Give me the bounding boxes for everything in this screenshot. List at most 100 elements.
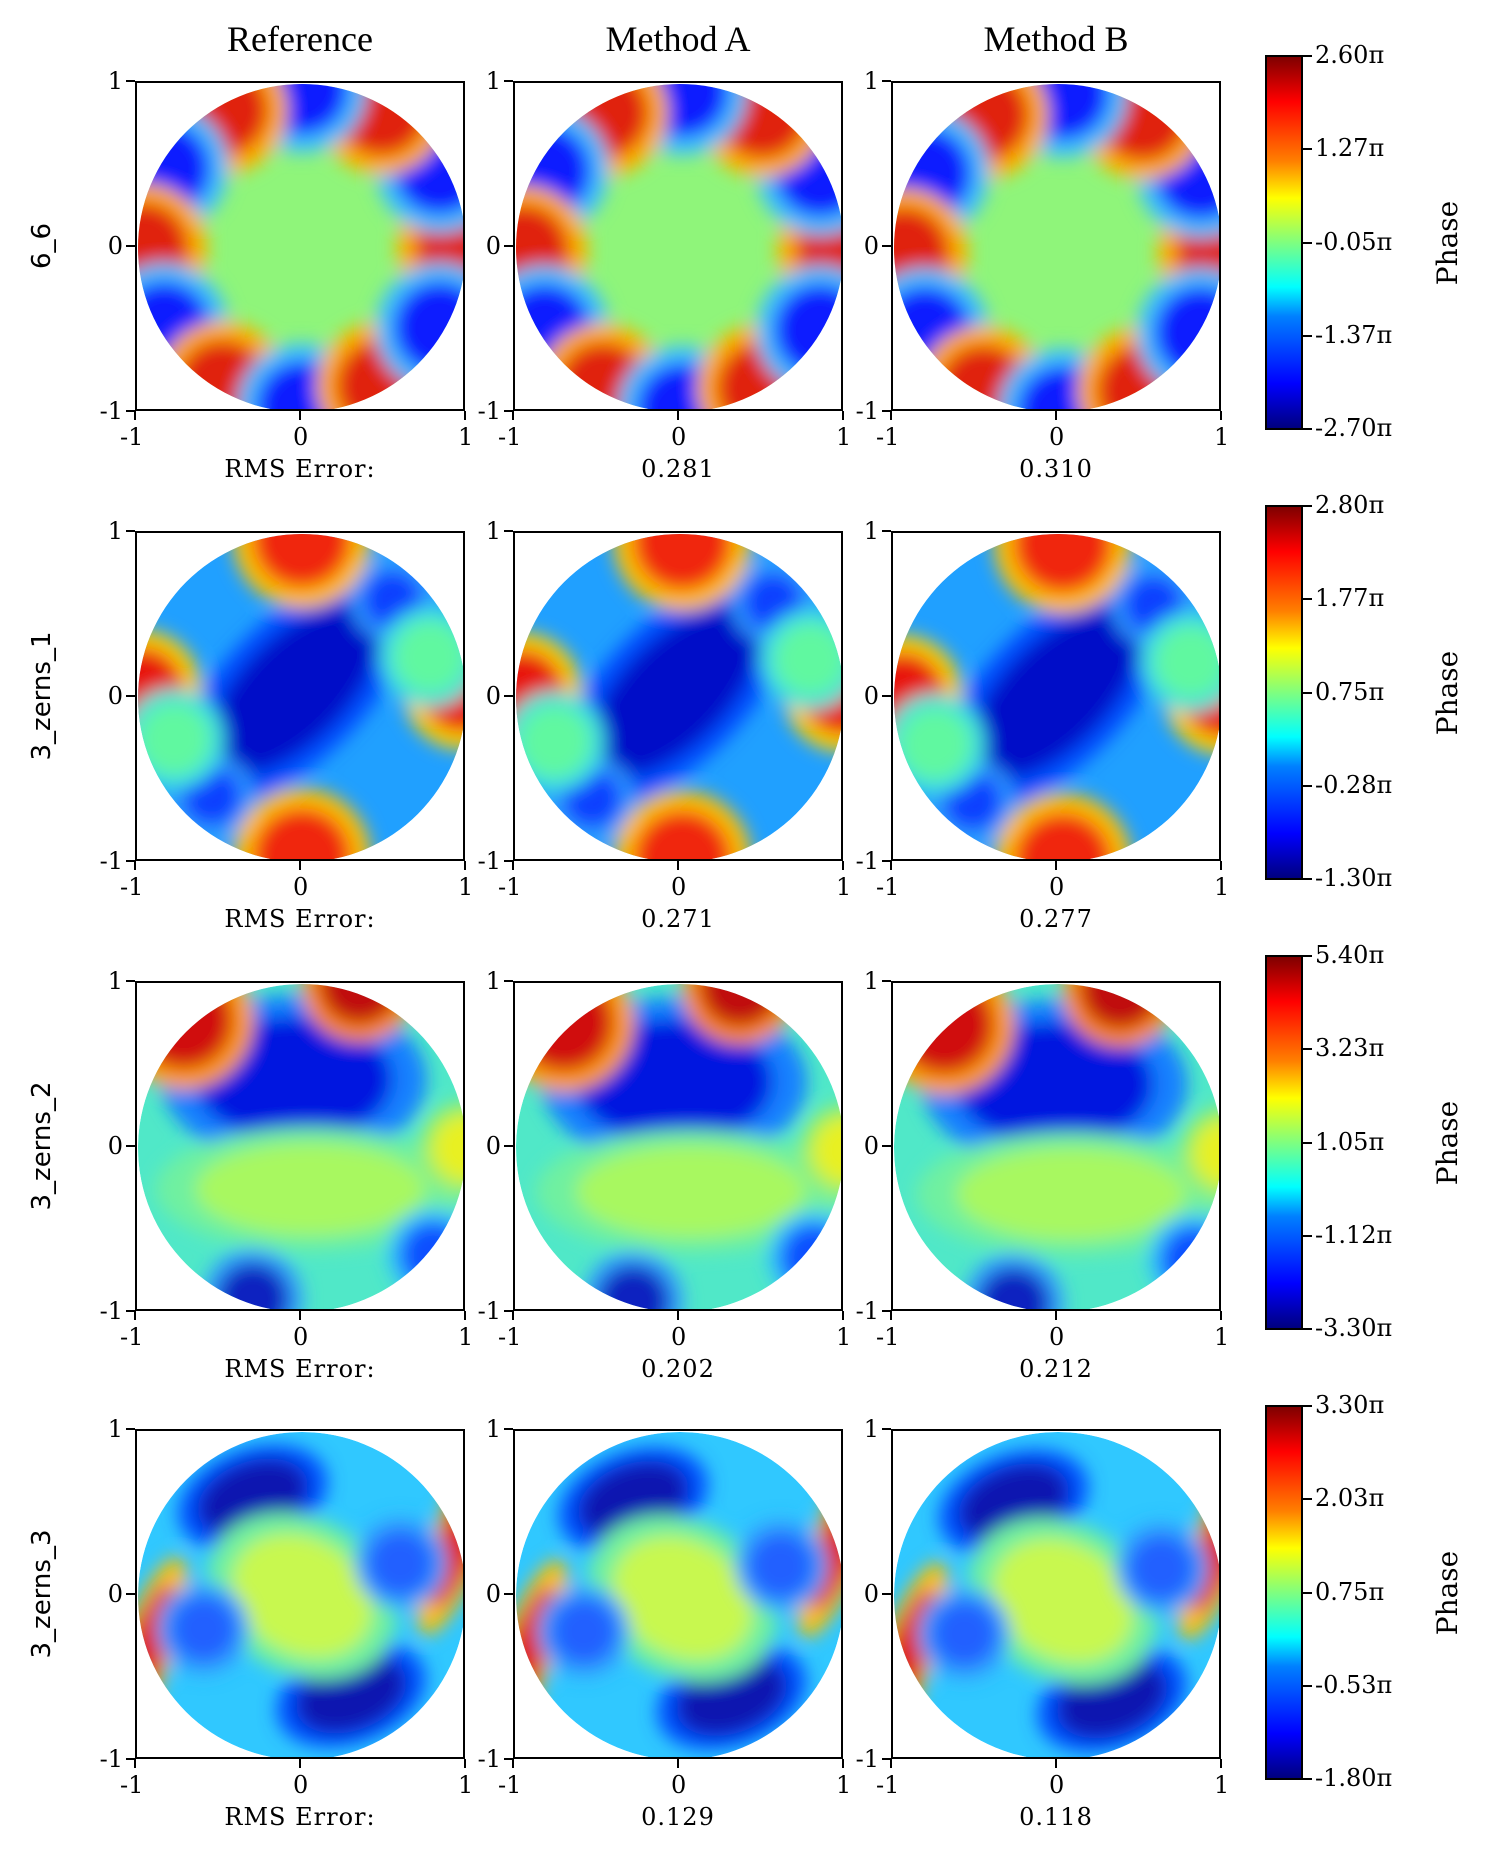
colorbar-tick-mark (1303, 784, 1312, 787)
x-tick-label: -1 (498, 873, 522, 901)
y-tick-mark (882, 1428, 891, 1430)
phase-disk (138, 1432, 463, 1757)
colorbar-tick-mark (1303, 878, 1312, 880)
phase-blob (252, 807, 352, 859)
x-tick-mark (1220, 411, 1222, 420)
y-tick-mark (504, 245, 513, 247)
x-tick-label: 0 (293, 1323, 309, 1351)
y-tick-label: 1 (485, 1415, 501, 1443)
y-tick-label: -1 (855, 1297, 879, 1325)
colorbar-tick-label: 0.75π (1315, 677, 1385, 706)
y-tick-label: 1 (485, 67, 501, 95)
y-tick-label: -1 (99, 1745, 123, 1773)
colorbar-tick-mark (1303, 1048, 1312, 1051)
y-tick-mark (504, 1145, 513, 1147)
y-tick-label: 0 (485, 1132, 501, 1160)
x-tick-mark (677, 1759, 679, 1768)
phase-map-svg (894, 984, 1219, 1309)
colorbar-tick-mark (1303, 55, 1312, 57)
y-tick-label: -1 (855, 397, 879, 425)
phase-blob (216, 1262, 289, 1309)
y-tick-label: 1 (485, 517, 501, 545)
y-tick-mark (882, 1758, 891, 1760)
phase-map-svg (516, 1432, 841, 1757)
colorbar-tick-mark (1303, 148, 1312, 151)
x-tick-label: 0 (1049, 423, 1065, 451)
x-tick-label: -1 (120, 1323, 144, 1351)
y-tick-label: 1 (107, 1415, 123, 1443)
y-tick-mark (882, 1310, 891, 1312)
phase-disk (894, 84, 1219, 409)
phase-blob (575, 1145, 806, 1238)
x-tick-mark (1055, 1311, 1057, 1320)
rms-error-value: 0.129 (641, 1803, 715, 1831)
colorbar-title: Phase (1431, 650, 1464, 735)
phase-map-panel (513, 81, 843, 411)
colorbar-tick-label: 0.75π (1315, 1577, 1385, 1606)
x-tick-mark (1055, 1759, 1057, 1768)
phase-disk (138, 984, 463, 1309)
y-tick-label: -1 (855, 1745, 879, 1773)
x-tick-label: -1 (876, 1771, 900, 1799)
x-tick-label: 0 (671, 1323, 687, 1351)
x-tick-label: 1 (836, 423, 852, 451)
phase-blob (1013, 534, 1113, 594)
x-tick-mark (842, 411, 844, 420)
phase-blob (518, 705, 591, 778)
x-tick-mark (464, 861, 466, 870)
x-tick-mark (890, 411, 892, 420)
phase-map-svg (894, 534, 1219, 859)
phase-blobs (138, 534, 463, 859)
x-tick-label: -1 (498, 423, 522, 451)
phase-blob (813, 1117, 841, 1184)
rms-error-prefix: RMS Error: (224, 1803, 376, 1831)
y-tick-label: 0 (107, 1132, 123, 1160)
phase-disk (516, 1432, 841, 1757)
phase-map-panel (135, 81, 465, 411)
phase-blob (557, 342, 649, 409)
phase-blob (400, 1221, 463, 1288)
colorbar-tick-label: -1.12π (1315, 1220, 1393, 1249)
x-tick-label: 1 (458, 423, 474, 451)
y-tick-mark (504, 695, 513, 697)
phase-map-svg (894, 84, 1219, 409)
colorbar-tick-label: -0.53π (1315, 1670, 1393, 1699)
y-tick-mark (504, 1428, 513, 1430)
phase-map-panel (891, 1429, 1221, 1759)
phase-map-svg (138, 84, 463, 409)
rms-error-prefix: RMS Error: (224, 1355, 376, 1383)
y-tick-label: 0 (863, 682, 879, 710)
x-tick-label: 1 (1214, 1771, 1230, 1799)
y-tick-label: -1 (477, 1297, 501, 1325)
x-tick-label: -1 (876, 1323, 900, 1351)
colorbar-tick-mark (1303, 955, 1312, 957)
colorbar-tick-mark (1303, 1498, 1312, 1501)
x-tick-label: -1 (120, 1771, 144, 1799)
x-tick-mark (1220, 1759, 1222, 1768)
y-tick-label: 0 (485, 682, 501, 710)
x-tick-label: 0 (671, 423, 687, 451)
phase-map-svg (516, 534, 841, 859)
colorbar-tick-label: -1.30π (1315, 864, 1393, 892)
x-tick-label: 0 (671, 1771, 687, 1799)
x-tick-label: 0 (293, 873, 309, 901)
colorbar-tick-mark (1303, 691, 1312, 694)
y-tick-label: -1 (477, 397, 501, 425)
phase-disk (894, 534, 1219, 859)
y-tick-mark (504, 1310, 513, 1312)
phase-disk (138, 534, 463, 859)
x-tick-mark (890, 861, 892, 870)
x-tick-mark (134, 1311, 136, 1320)
phase-disk (516, 84, 841, 409)
x-tick-label: 1 (1214, 1323, 1230, 1351)
x-tick-mark (1055, 861, 1057, 870)
rms-error-prefix: RMS Error: (224, 905, 376, 933)
y-tick-mark (504, 1593, 513, 1595)
phase-map-panel (513, 531, 843, 861)
x-tick-label: -1 (120, 873, 144, 901)
y-tick-mark (126, 1428, 135, 1430)
phase-map-svg (894, 1432, 1219, 1757)
colorbar-tick-label: -0.28π (1315, 770, 1393, 799)
phase-map-panel (891, 81, 1221, 411)
x-tick-label: 0 (671, 873, 687, 901)
